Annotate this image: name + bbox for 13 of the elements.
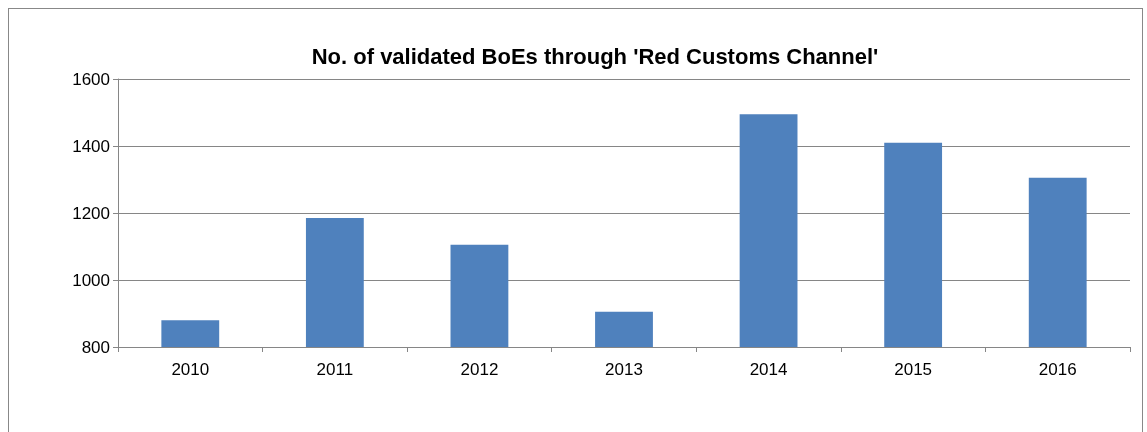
x-tick-label: 2015 <box>894 360 933 379</box>
x-tick-label: 2012 <box>460 360 499 379</box>
x-tick-label: 2014 <box>749 360 788 379</box>
y-tick-label: 1000 <box>72 270 110 290</box>
y-tick-label: 1600 <box>72 69 110 89</box>
x-tick-label: 2016 <box>1038 360 1077 379</box>
y-tick-label: 1200 <box>72 203 110 223</box>
y-tick-label: 1400 <box>72 136 110 156</box>
chart-title: No. of validated BoEs through 'Red Customs Channel' <box>311 43 879 69</box>
y-tick-label: 800 <box>81 337 110 357</box>
x-tick-label: 2010 <box>171 360 210 379</box>
x-tick-label: 2011 <box>316 360 354 379</box>
x-tick-label: 2013 <box>605 360 643 379</box>
